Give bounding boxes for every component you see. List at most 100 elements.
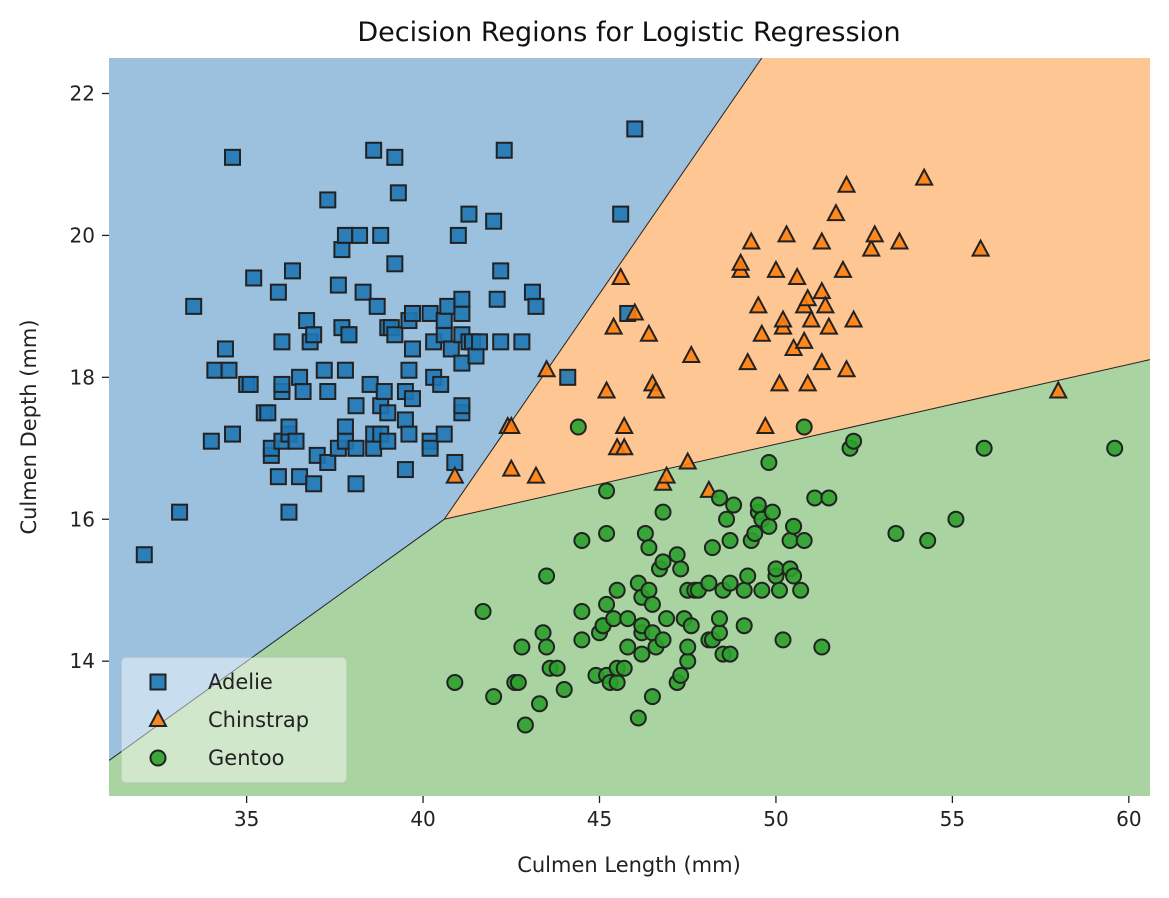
data-points [135,120,1124,734]
chinstrap-point [501,415,521,434]
chinstrap-point [766,259,786,278]
y-tick-label: 16 [70,507,95,531]
chinstrap-point [741,231,761,250]
chinstrap-point [812,231,832,250]
gentoo-point [770,581,788,599]
gentoo-point [785,517,803,535]
adelie-point [259,404,277,422]
adelie-point [354,283,372,301]
adelie-point [375,383,393,401]
x-tick-label: 55 [940,807,965,831]
adelie-point [396,461,414,479]
adelie-point [347,397,365,415]
adelie-point [216,340,234,358]
gentoo-point [760,517,778,535]
adelie-point [400,361,418,379]
gentoo-point [672,666,690,684]
adelie-point [460,205,478,223]
chinstrap-point [738,352,758,371]
decision-regions [109,58,1150,796]
x-axis-label: Culmen Length (mm) [517,853,741,877]
adelie-point [305,326,323,344]
gentoo-point [640,581,658,599]
legend: Adelie Chinstrap Gentoo [121,657,347,783]
adelie-point [361,375,379,393]
gentoo-point [446,673,464,691]
adelie-point [283,262,301,280]
chinstrap-point [843,309,864,328]
gentoo-point [785,567,803,585]
legend-label-chinstrap: Chinstrap [208,708,309,732]
chinstrap-point [730,252,751,271]
adelie-point [319,453,337,471]
gentoo-point [700,574,718,592]
chinstrap-point [865,224,885,243]
gentoo-point [531,695,549,713]
adelie-point [379,432,397,450]
gentoo-point [573,631,591,649]
gentoo-point [643,688,661,706]
chinstrap-point [526,465,546,484]
gentoo-point [538,638,556,656]
gentoo-point [749,496,767,514]
adelie-point [365,439,383,457]
adelie-point [488,290,506,308]
adelie-point [273,375,291,393]
chinstrap-point [787,266,807,285]
adelie-point [467,347,485,365]
gentoo-point [781,532,799,550]
gentoo-point [619,638,637,656]
chinstrap-point [836,359,857,378]
gentoo-point [548,659,566,677]
adelie-point [386,326,404,344]
gentoo-point [774,631,792,649]
chinstrap-point [639,323,659,342]
gentoo-point [735,581,753,599]
adelie-point [485,212,503,230]
y-tick-label: 22 [70,81,95,105]
adelie-point [559,368,577,386]
adelie-point [368,297,386,315]
chinstrap-point [812,281,832,300]
gentoo-point [598,482,616,500]
gentoo-point [753,581,771,599]
adelie-point [435,425,453,443]
gentoo-point [721,645,739,663]
adelie-point [315,361,333,379]
chinstrap-point [611,266,631,285]
chinstrap-point [798,373,818,392]
adelie-point [386,148,404,166]
gentoo-point [598,524,616,542]
x-tick-label: 50 [763,807,788,831]
gentoo-point [636,524,654,542]
gentoo-point [718,510,736,528]
chinstrap-point [769,373,790,392]
chinstrap-point [678,451,698,470]
gentoo-point [806,489,824,507]
gentoo-point [710,624,728,642]
adelie-point [333,241,351,259]
gentoo-point [633,645,651,663]
gentoo-point [573,532,591,550]
gentoo-point [735,617,753,635]
legend-box [121,657,347,783]
adelie-point [319,191,337,209]
adelie-point [495,141,513,159]
adelie-point [449,226,467,244]
adelie-point [435,312,453,330]
gentoo-point [746,524,764,542]
adelie-point [435,326,453,344]
y-tick-label: 14 [70,649,95,673]
adelie-point [403,304,421,322]
boundary-chinstrap-gentoo [444,359,1150,520]
chinstrap-point [1048,380,1068,399]
adelie-point [171,503,189,521]
adelie-point [305,475,323,493]
boundary-adelie-chinstrap [443,58,763,520]
gentoo-point [668,546,686,564]
adelie-point [298,312,316,330]
x-tick-label: 60 [1116,807,1141,831]
boundary-adelie-gentoo [109,518,445,761]
gentoo-point [795,418,813,436]
adelie-point [291,368,309,386]
